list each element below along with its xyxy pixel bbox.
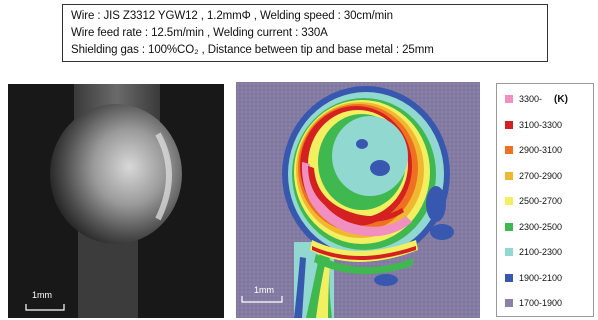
legend-label: 2700-2900 [519,170,563,181]
droplet-shape [50,104,182,244]
temperature-distribution-map: 1mm [236,82,480,318]
legend-item: 2500-2700 [505,194,562,208]
legend-swatch [505,120,513,129]
legend-item: 2100-2300 [505,245,562,259]
legend-item: 2700-2900 [505,169,562,183]
thermal-scale-bar [241,296,283,303]
legend-swatch [505,222,513,231]
legend-item: 2900-3100 [505,143,562,157]
thermal-scale-label: 1mm [254,285,274,295]
legend-label: 1700-1900 [519,298,563,308]
legend-swatch [505,197,513,205]
legend-item: 1700-1900 [505,296,562,310]
legend-swatch [505,273,513,282]
legend-swatch [505,146,513,154]
legend-swatch [505,171,513,180]
droplet-photograph: 1mm [8,84,224,318]
temperature-legend: 3300- (K) 3100-3300 2900-3100 2700-2900 2500-… [496,83,594,317]
legend-item: 1900-2100 [505,271,562,285]
conditions-line-3: Shielding gas : 100%CO₂ , Distance betwe… [71,44,434,56]
legend-swatch [505,248,513,256]
legend-item: 3300- (K) [505,92,568,106]
legend-item: 2300-2500 [505,220,562,234]
legend-swatch [505,95,513,103]
legend-label: 2300-2500 [519,221,563,232]
conditions-line-2: Wire feed rate : 12.5m/min , Welding cur… [71,27,328,39]
legend-unit: (K) [554,93,568,105]
conditions-line-1: Wire : JIS Z3312 YGW12 , 1.2mmΦ , Weldin… [71,10,393,22]
legend-label: 2100-2300 [519,247,563,257]
welding-conditions-box: Wire : JIS Z3312 YGW12 , 1.2mmΦ , Weldin… [62,4,548,62]
photo-scale-label: 1mm [32,290,52,300]
hottest-crescent [301,162,412,237]
photo-scale-bar [25,304,65,311]
legend-label: 2900-3100 [519,145,563,155]
legend-swatch [505,299,513,307]
legend-item: 3100-3300 [505,118,562,132]
legend-label: 3300- [519,94,543,104]
legend-label: 1900-2100 [519,272,563,283]
legend-label: 2500-2700 [519,196,563,206]
legend-label: 3100-3300 [519,119,563,130]
